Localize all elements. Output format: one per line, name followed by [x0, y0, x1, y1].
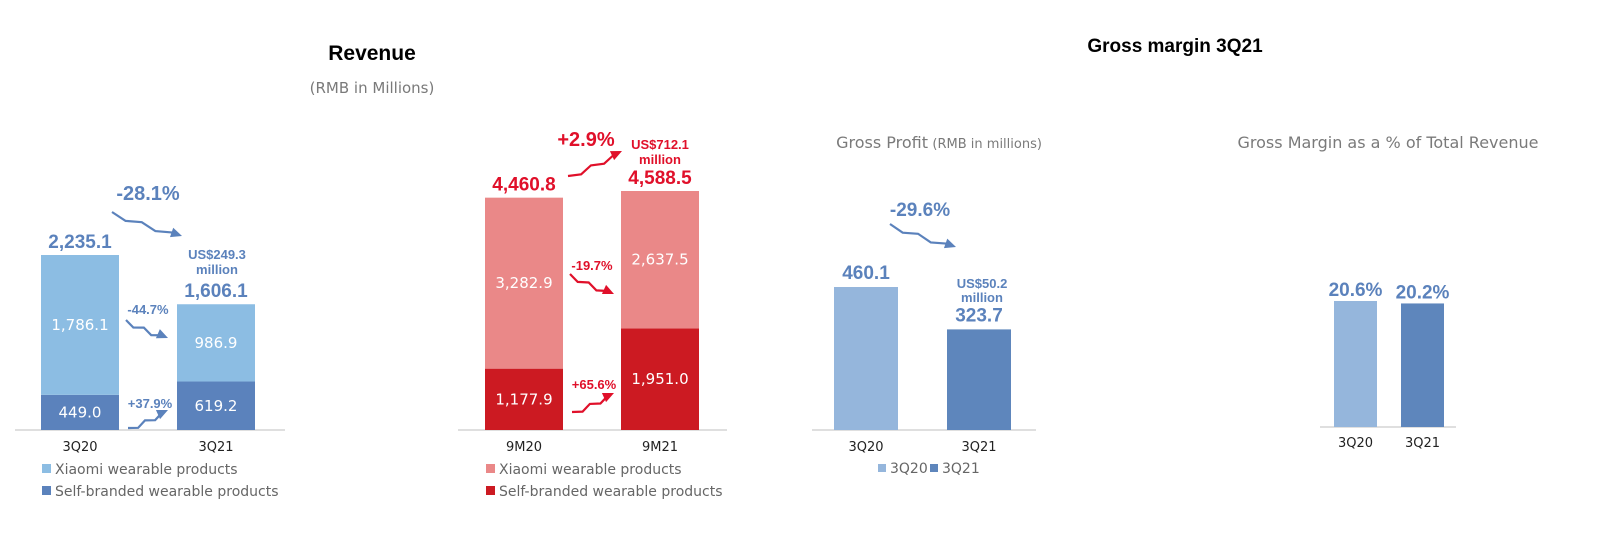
bar-xiaomi-9M21: [621, 191, 699, 329]
value-label-3Q21: 323.7: [955, 305, 1003, 326]
self-branded-change-arrow-line: [127, 411, 163, 430]
value-label-3Q20: 460.1: [842, 263, 890, 284]
usd-note-unit: million: [196, 262, 238, 277]
legend-label-xiaomi: Xiaomi wearable products: [55, 462, 238, 478]
legend-swatch-3q21: [930, 464, 938, 472]
tick-label-9M20: 9M20: [506, 440, 542, 455]
usd-note-unit: million: [961, 290, 1003, 305]
label-xiaomi-3Q21: 986.9: [195, 334, 238, 352]
bar-gross-profit-3Q20: [834, 287, 898, 430]
legend-swatch-xiaomi: [486, 464, 495, 473]
total-label-3Q20: 2,235.1: [48, 232, 112, 253]
total-change-label: +2.9%: [557, 129, 614, 151]
gross-margin-pct-chart: 20.6% 3Q20 20.2% 3Q21: [1320, 280, 1456, 451]
self-branded-change-label: +37.9%: [128, 396, 173, 411]
bar-xiaomi-9M20: [485, 197, 563, 369]
gross-profit-title: Gross Profit (RMB in millions): [836, 133, 1042, 152]
xiaomi-change-label: -44.7%: [127, 302, 169, 317]
xiaomi-change-arrow-line: [569, 273, 609, 293]
legend-label-3q21: 3Q21: [942, 461, 980, 477]
label-self-branded-9M20: 1,177.9: [495, 390, 552, 408]
total-change-arrow-line: [111, 211, 177, 236]
self-branded-change-label: +65.6%: [572, 377, 617, 392]
bar-xiaomi-3Q20: [41, 255, 119, 395]
change-arrow-line: [889, 223, 951, 247]
bar-self-branded-9M20: [485, 368, 563, 430]
gross-margin-pct-title: Gross Margin as a % of Total Revenue: [1238, 133, 1539, 152]
total-label-9M21: 4,588.5: [628, 168, 692, 189]
usd-note-amount: US$712.1: [631, 137, 689, 152]
tick-label-3Q21: 3Q21: [198, 440, 233, 455]
legend-swatch-self-branded: [42, 486, 51, 495]
tick-label-3Q21: 3Q21: [961, 440, 996, 455]
tick-label-3Q20: 3Q20: [848, 440, 883, 455]
change-label: -29.6%: [890, 200, 950, 221]
bar-self-branded-9M21: [621, 328, 699, 430]
tick-label-9M21: 9M21: [642, 440, 678, 455]
bar-gross-margin-3Q20: [1334, 301, 1377, 427]
legend-swatch-self-branded: [486, 486, 495, 495]
tick-label-3Q20: 3Q20: [1338, 436, 1373, 451]
bar-self-branded-3Q20: [41, 394, 119, 430]
self-branded-change-arrow-head: [155, 409, 168, 420]
label-xiaomi-3Q20: 1,786.1: [51, 316, 108, 334]
value-label-3Q21: 20.2%: [1396, 282, 1450, 303]
revenue-title: Revenue: [328, 42, 416, 65]
usd-note-amount: US$50.2: [957, 276, 1008, 291]
gross-profit-title-main: Gross Profit: [836, 133, 928, 152]
label-self-branded-3Q21: 619.2: [195, 397, 238, 415]
bar-xiaomi-3Q21: [177, 304, 255, 382]
value-label-3Q20: 20.6%: [1329, 280, 1383, 301]
self-branded-change-arrow-head: [601, 392, 614, 403]
legend-label-self-branded: Self-branded wearable products: [55, 484, 279, 500]
xiaomi-change-arrow-line: [125, 319, 163, 337]
total-change-arrow-line: [567, 152, 618, 178]
label-xiaomi-9M21: 2,637.5: [631, 251, 688, 269]
revenue-quarter-chart: 449.0 1,786.1 2,235.1 3Q20 619.2 986.9 1,606.1…: [15, 183, 285, 500]
xiaomi-change-label: -19.7%: [571, 258, 613, 273]
total-change-label: -28.1%: [116, 183, 180, 205]
bar-gross-margin-3Q21: [1401, 303, 1444, 427]
total-label-3Q21: 1,606.1: [184, 281, 248, 302]
bar-self-branded-3Q21: [177, 381, 255, 430]
label-self-branded-3Q20: 449.0: [59, 403, 102, 421]
revenue-nine-month-chart: 1,177.9 3,282.9 4,460.8 9M20 1,951.0 2,637.5 4…: [458, 129, 727, 500]
label-self-branded-9M21: 1,951.0: [631, 370, 688, 388]
tick-label-3Q20: 3Q20: [62, 440, 97, 455]
xiaomi-change-arrow-head: [601, 284, 614, 294]
revenue-unit: (RMB in Millions): [310, 79, 435, 97]
usd-note-unit: million: [639, 152, 681, 167]
total-change-arrow-head: [169, 227, 182, 238]
label-xiaomi-9M20: 3,282.9: [495, 274, 552, 292]
change-arrow-head: [943, 238, 956, 249]
usd-note-amount: US$249.3: [188, 247, 246, 262]
total-label-9M20: 4,460.8: [492, 175, 555, 196]
legend-label-3q20: 3Q20: [890, 461, 928, 477]
total-change-arrow-head: [609, 151, 622, 161]
self-branded-change-arrow-line: [571, 394, 609, 414]
tick-label-3Q21: 3Q21: [1405, 436, 1440, 451]
legend-label-xiaomi: Xiaomi wearable products: [499, 462, 682, 478]
legend-swatch-xiaomi: [42, 464, 51, 473]
gross-profit-title-unit: (RMB in millions): [932, 137, 1042, 152]
legend-swatch-3q20: [878, 464, 886, 472]
bar-gross-profit-3Q21: [947, 329, 1011, 430]
legend-label-self-branded: Self-branded wearable products: [499, 484, 723, 500]
xiaomi-change-arrow-head: [155, 329, 168, 339]
gross-margin-title: Gross margin 3Q21: [1087, 36, 1263, 57]
